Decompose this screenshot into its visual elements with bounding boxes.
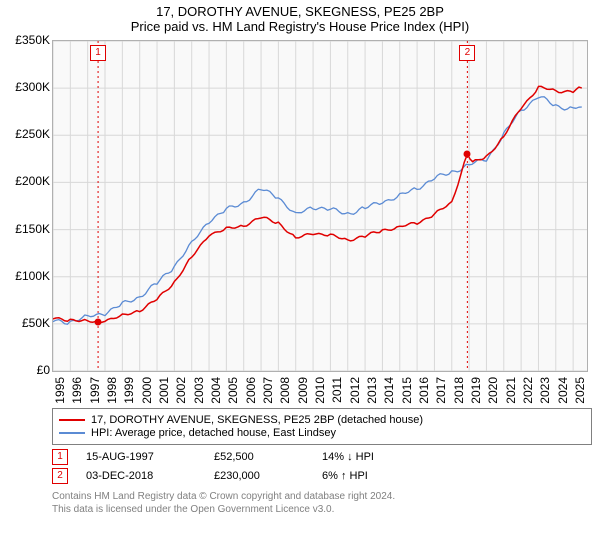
legend: 17, DOROTHY AVENUE, SKEGNESS, PE25 2BP (… [52,408,592,445]
y-tick-label: £250K [15,127,50,141]
event-date: 03-DEC-2018 [86,470,196,482]
y-tick-label: £0 [37,363,50,377]
chart-area: £0£50K£100K£150K£200K£250K£300K£350K 199… [8,36,592,406]
event-point [464,151,471,158]
legend-label: HPI: Average price, detached house, East… [91,427,336,439]
event-price: £230,000 [214,470,304,482]
chart-title-line1: 17, DOROTHY AVENUE, SKEGNESS, PE25 2BP [0,0,600,19]
event-row-marker: 1 [52,449,68,465]
plot-svg [53,41,587,371]
legend-item: 17, DOROTHY AVENUE, SKEGNESS, PE25 2BP (… [59,414,585,426]
y-tick-label: £200K [15,174,50,188]
legend-item: HPI: Average price, detached house, East… [59,427,585,439]
footer-line1: Contains HM Land Registry data © Crown c… [52,490,592,503]
event-delta: 14% ↓ HPI [322,451,412,463]
plot-area: 1995199619971998199920002001200220032004… [52,40,588,372]
chart-container: 17, DOROTHY AVENUE, SKEGNESS, PE25 2BP P… [0,0,600,560]
y-tick-label: £50K [22,316,50,330]
event-date: 15-AUG-1997 [86,451,196,463]
legend-swatch [59,432,85,434]
event-marker-1: 1 [90,45,106,61]
footer-attribution: Contains HM Land Registry data © Crown c… [52,490,592,516]
event-row: 1 15-AUG-1997 £52,500 14% ↓ HPI [52,449,592,465]
y-tick-label: £100K [15,269,50,283]
legend-swatch [59,419,85,421]
event-delta: 6% ↑ HPI [322,470,412,482]
event-row: 2 03-DEC-2018 £230,000 6% ↑ HPI [52,468,592,484]
y-tick-label: £150K [15,222,50,236]
event-row-marker: 2 [52,468,68,484]
y-tick-label: £350K [15,33,50,47]
y-axis: £0 £50K £100K £150K £200K £250K £300K £350K [8,36,52,374]
footer-line2: This data is licensed under the Open Gov… [52,503,592,516]
y-tick-label: £300K [15,80,50,94]
event-point [95,318,102,325]
chart-title-line2: Price paid vs. HM Land Registry's House … [0,19,600,36]
event-price: £52,500 [214,451,304,463]
event-table: 1 15-AUG-1997 £52,500 14% ↓ HPI 2 03-DEC-2018… [52,449,592,484]
event-marker-2: 2 [459,45,475,61]
legend-label: 17, DOROTHY AVENUE, SKEGNESS, PE25 2BP (… [91,414,423,426]
